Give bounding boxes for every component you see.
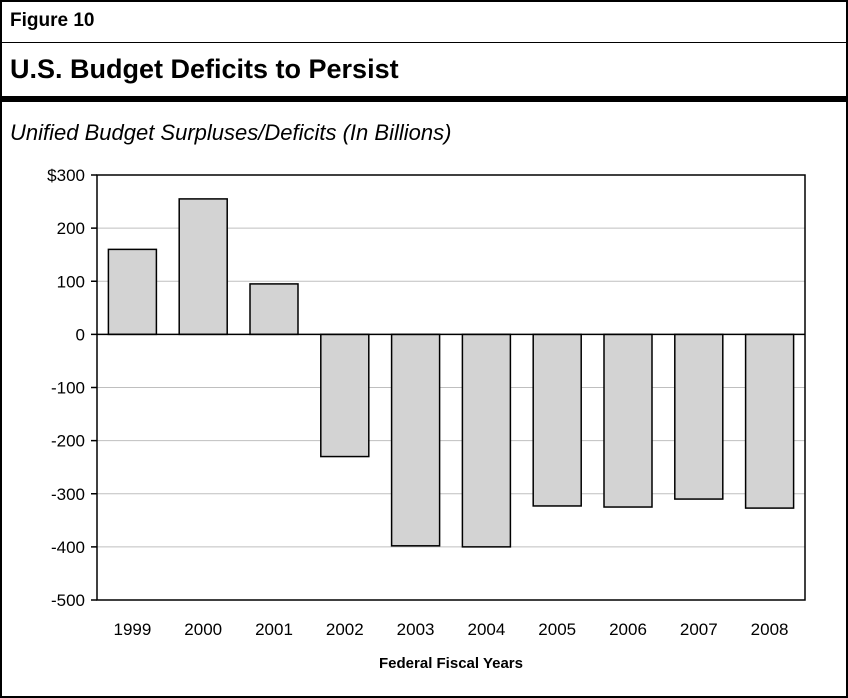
x-tick-label: 2006 [609, 620, 647, 639]
x-tick-label: 2001 [255, 620, 293, 639]
y-tick-label: $300 [47, 166, 85, 185]
x-tick-label: 2000 [184, 620, 222, 639]
bar [603, 333, 653, 508]
figure-header: Figure 10 U.S. Budget Deficits to Persis… [2, 2, 846, 102]
header-divider [2, 42, 846, 43]
y-tick-label: -200 [51, 432, 85, 451]
y-tick-label: -100 [51, 379, 85, 398]
bar [532, 333, 582, 507]
bar [461, 333, 512, 548]
y-tick-label: 100 [57, 272, 85, 291]
x-tick-label: 2002 [326, 620, 364, 639]
y-tick-label: -300 [51, 485, 85, 504]
x-axis-title: Federal Fiscal Years [379, 655, 523, 672]
y-tick-label: -500 [51, 591, 85, 610]
bar [744, 333, 795, 509]
bar [390, 333, 441, 547]
x-tick-label: 1999 [113, 620, 151, 639]
bar [107, 248, 158, 336]
x-tick-label: 2003 [397, 620, 435, 639]
y-tick-label: 200 [57, 219, 85, 238]
x-tick-label: 2007 [680, 620, 718, 639]
y-tick-label: -400 [51, 538, 85, 557]
x-tick-label: 2004 [467, 620, 505, 639]
bar [249, 283, 299, 336]
x-tick-label: 2008 [751, 620, 789, 639]
bar [320, 333, 370, 458]
bar [674, 333, 724, 500]
bar [178, 198, 228, 336]
x-tick-label: 2005 [538, 620, 576, 639]
y-tick-label: 0 [76, 325, 85, 344]
figure-title: U.S. Budget Deficits to Persist [10, 54, 399, 84]
chart-subtitle: Unified Budget Surpluses/Deficits (In Bi… [10, 120, 452, 145]
plot-frame [96, 174, 806, 601]
figure-label: Figure 10 [10, 10, 95, 31]
